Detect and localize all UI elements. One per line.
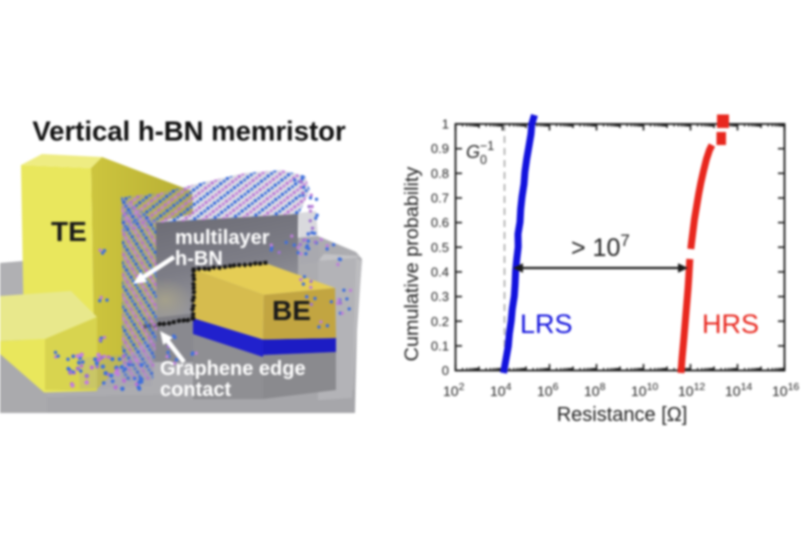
svg-text:BE: BE: [272, 295, 311, 326]
svg-text:1010: 1010: [631, 381, 658, 399]
svg-text:0.8: 0.8: [431, 166, 449, 181]
svg-text:TE: TE: [51, 216, 87, 247]
svg-text:1014: 1014: [725, 381, 752, 399]
svg-text:h-BN: h-BN: [175, 248, 223, 270]
svg-text:Cumulative probability: Cumulative probability: [401, 167, 423, 362]
svg-text:0.7: 0.7: [431, 191, 449, 206]
svg-text:1012: 1012: [678, 381, 705, 399]
svg-text:0.6: 0.6: [431, 215, 449, 230]
svg-text:> 107: > 107: [571, 231, 630, 262]
svg-text:multilayer: multilayer: [175, 227, 270, 249]
svg-text:0.3: 0.3: [431, 289, 449, 304]
svg-text:contact: contact: [160, 379, 231, 401]
svg-text:108: 108: [584, 381, 606, 399]
svg-text:0.1: 0.1: [431, 339, 449, 354]
svg-text:Vertical h-BN memristor: Vertical h-BN memristor: [32, 116, 346, 147]
svg-text:0.9: 0.9: [431, 141, 449, 156]
svg-text:1016: 1016: [772, 381, 799, 399]
svg-text:HRS: HRS: [702, 309, 759, 339]
svg-text:Graphene edge: Graphene edge: [160, 358, 306, 380]
svg-text:G: G: [466, 142, 480, 162]
svg-text:Resistance [Ω]: Resistance [Ω]: [557, 404, 688, 426]
svg-text:0.4: 0.4: [431, 265, 449, 280]
svg-text:LRS: LRS: [520, 309, 573, 339]
svg-text:−1: −1: [480, 139, 494, 153]
svg-text:102: 102: [443, 381, 465, 399]
svg-text:1: 1: [442, 117, 449, 132]
svg-text:104: 104: [490, 381, 512, 399]
svg-text:106: 106: [537, 381, 559, 399]
svg-text:0: 0: [480, 153, 487, 167]
svg-text:0: 0: [442, 363, 449, 378]
svg-text:0.2: 0.2: [431, 314, 449, 329]
svg-text:0.5: 0.5: [431, 240, 449, 255]
